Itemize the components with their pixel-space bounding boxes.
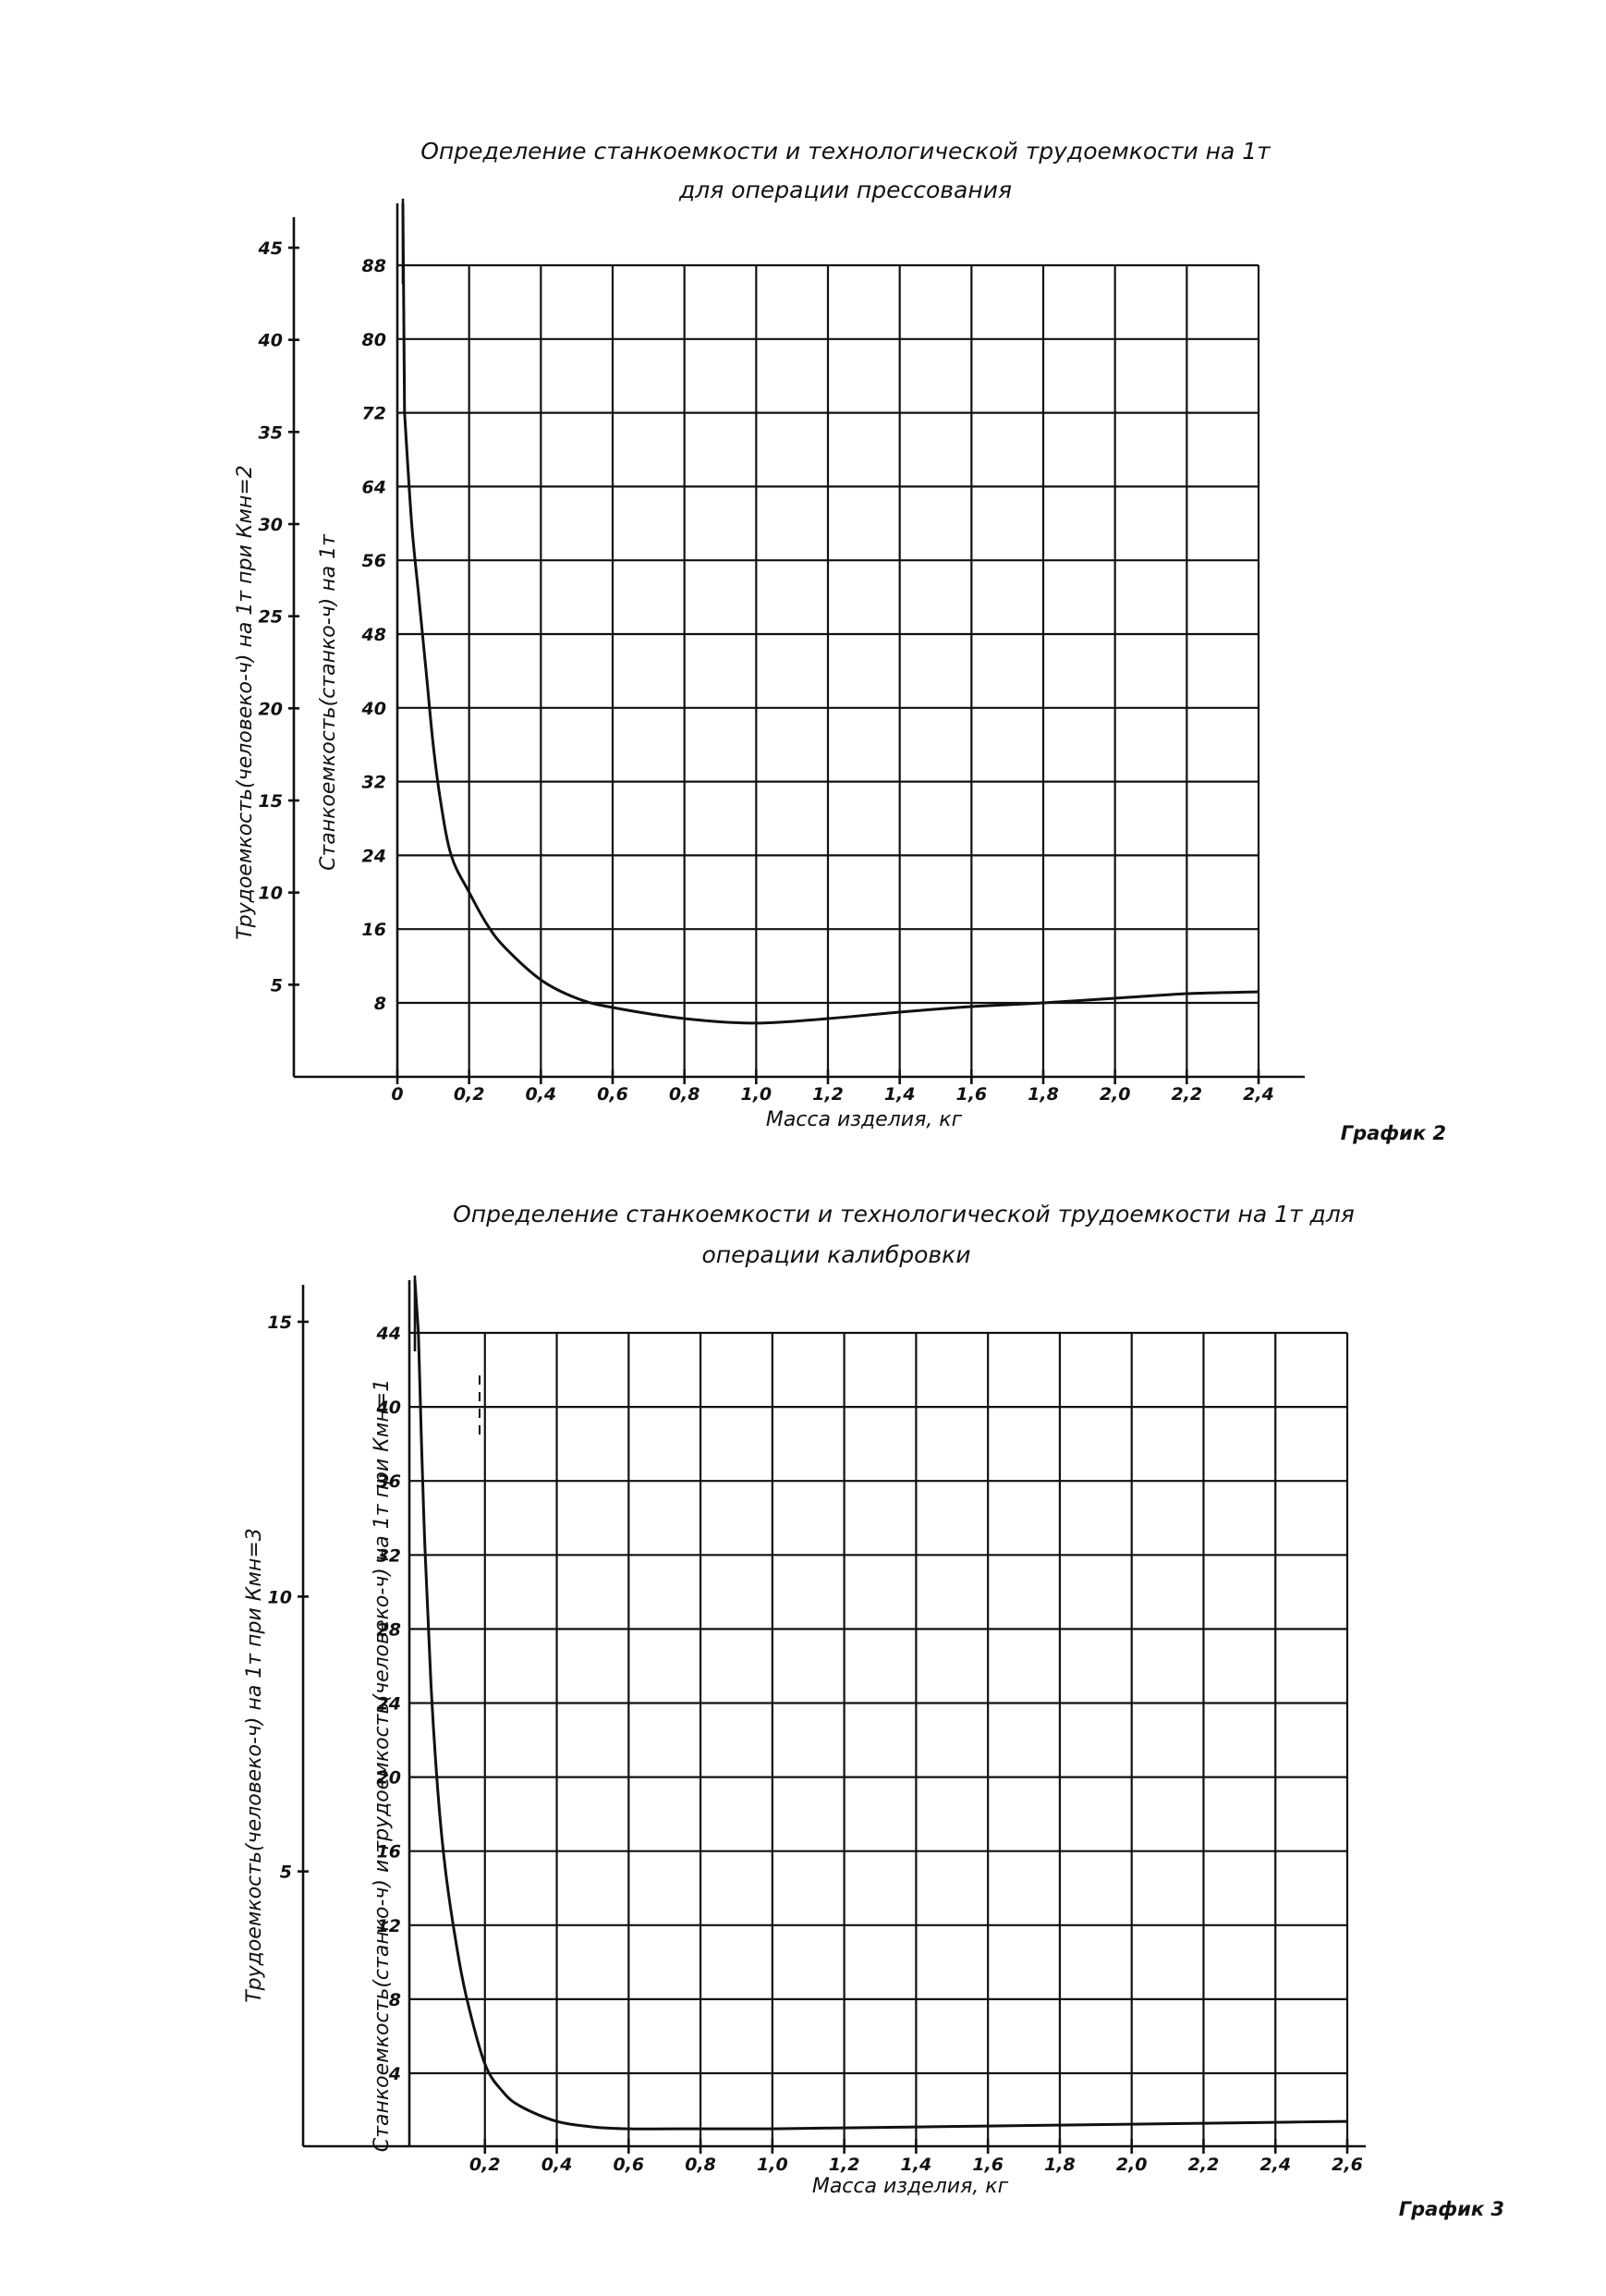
y-tick-label-outer: 10 <box>259 884 283 904</box>
x-tick-label: 1,2 <box>812 1084 844 1105</box>
x-tick-label: 2,2 <box>1171 1084 1202 1105</box>
y-tick-label-outer: 20 <box>259 699 283 719</box>
chart2-x-axis-label: Масса изделия, кг <box>812 2175 1009 2198</box>
chart2-caption: График 3 <box>1399 2198 1504 2220</box>
y-tick-label-outer: 5 <box>271 975 283 995</box>
chart2-y-axis-label-outer: Трудоемкость(человеко-ч) на 1т при Кмн=3 <box>243 1528 266 2003</box>
y-tick-label-inner: 12 <box>377 1916 401 1936</box>
y-tick-label-inner: 28 <box>377 1619 401 1640</box>
x-tick-label: 0,8 <box>669 1084 700 1105</box>
x-tick-label: 2,2 <box>1188 2155 1220 2175</box>
x-tick-label: 2,0 <box>1100 1084 1131 1105</box>
chart-pressing: Определение станкоемкости и технологичес… <box>234 138 1446 1144</box>
x-tick-label: 1,8 <box>1028 1084 1059 1105</box>
x-tick-label: 2,4 <box>1259 2155 1291 2175</box>
chart1-y-tick-labels-inner: 8 16 24 32 40 48 56 64 72 80 88 <box>361 256 386 1014</box>
y-tick-label-outer: 40 <box>258 331 283 351</box>
y-tick-label-inner: 40 <box>376 1398 401 1418</box>
y-tick-label-inner: 32 <box>362 773 386 793</box>
y-tick-label-inner: 80 <box>362 330 386 350</box>
chart1-y-tick-labels-outer: 5 10 15 20 25 30 35 40 45 <box>258 238 299 995</box>
y-tick-label-inner: 8 <box>374 994 386 1014</box>
y-tick-label-inner: 72 <box>362 404 386 424</box>
chart2-axes <box>301 1276 1366 2148</box>
chart2-y-axis-label-inner: Станкоемкость(станко-ч) и трудоемкость(ч… <box>371 1379 394 2152</box>
chart1-curve <box>401 202 1259 1025</box>
y-tick-label-outer: 35 <box>259 422 283 443</box>
x-tick-label: 1,6 <box>972 2155 1004 2175</box>
x-tick-label: 2,0 <box>1116 2155 1148 2175</box>
x-tick-label: 0,2 <box>454 1084 485 1105</box>
chart2-grid <box>409 1331 1349 2146</box>
chart1-caption: График 2 <box>1341 1122 1446 1144</box>
chart2-curve <box>413 1279 1348 2131</box>
y-tick-label-inner: 16 <box>362 920 386 940</box>
y-tick-label-outer: 25 <box>259 607 283 628</box>
chart1-x-axis-label: Масса изделия, кг <box>766 1108 963 1131</box>
y-tick-label-outer: 45 <box>258 238 283 259</box>
chart1-y-axis-label-outer: Трудоемкость(человеко-ч) на 1т при Кмн=2 <box>234 465 257 940</box>
chart2-y-tick-labels-outer: 5 10 15 <box>268 1313 309 1883</box>
chart2-y-tick-labels-inner: 4 8 12 16 20 24 28 32 36 40 44 <box>376 1324 401 2084</box>
x-tick-label: 0 <box>391 1084 403 1105</box>
x-tick-label: 1,6 <box>955 1084 987 1105</box>
x-tick-label: 1,8 <box>1044 2155 1076 2175</box>
x-tick-label: 1,0 <box>757 2155 788 2175</box>
chart1-title-line1: Определение станкоемкости и технологичес… <box>420 138 1271 165</box>
x-tick-label: 1,0 <box>740 1084 772 1105</box>
x-tick-label: 2,4 <box>1243 1084 1274 1105</box>
x-tick-label: 1,4 <box>901 2155 932 2175</box>
x-tick-label: 0,4 <box>541 2155 573 2175</box>
x-tick-label: 1,4 <box>884 1084 916 1105</box>
y-tick-label-outer: 10 <box>268 1587 292 1607</box>
x-tick-label: 0,4 <box>525 1084 556 1105</box>
y-tick-label-outer: 15 <box>268 1313 292 1333</box>
y-tick-label-outer: 30 <box>259 515 283 535</box>
y-tick-label-inner: 20 <box>377 1768 401 1789</box>
x-tick-label: 0,8 <box>685 2155 716 2175</box>
y-tick-label-inner: 24 <box>362 846 386 866</box>
x-tick-label: 1,2 <box>829 2155 860 2175</box>
x-tick-label: 0,2 <box>469 2155 501 2175</box>
y-tick-label-outer: 5 <box>280 1862 292 1883</box>
y-tick-label-inner: 64 <box>362 477 386 497</box>
chart1-x-tick-labels: 0 0,2 0,4 0,6 0,8 1,0 1,2 1,4 1,6 1,8 2,0 2,2 2,4 <box>391 1069 1274 1105</box>
y-tick-label-inner: 8 <box>389 1990 401 2010</box>
y-tick-label-inner: 24 <box>377 1694 401 1715</box>
y-tick-label-inner: 36 <box>377 1472 401 1492</box>
chart-calibration: Определение станкоемкости и технологичес… <box>243 1201 1504 2220</box>
y-tick-label-inner: 48 <box>361 625 386 645</box>
y-tick-label-inner: 16 <box>377 1842 401 1862</box>
chart1-grid <box>397 263 1260 1077</box>
x-tick-label: 0,6 <box>613 2155 644 2175</box>
chart1-axes <box>292 199 1305 1079</box>
chart1-y-axis-label-inner: Станкоемкость(станко-ч) на 1т <box>317 533 340 871</box>
x-tick-label: 2,6 <box>1332 2155 1363 2175</box>
y-tick-label-inner: 32 <box>377 1545 401 1566</box>
chart2-title-line2: операции калибровки <box>702 1241 971 1268</box>
chart2-title-line1: Определение станкоемкости и технологичес… <box>453 1201 1355 1227</box>
x-tick-label: 0,6 <box>597 1084 628 1105</box>
y-tick-label-outer: 15 <box>259 791 283 812</box>
y-tick-label-inner: 4 <box>388 2064 401 2084</box>
chart2-x-tick-labels: 0,2 0,4 0,6 0,8 1,0 1,2 1,4 1,6 1,8 2,0 2,2 2,4 2,6 <box>469 2139 1363 2175</box>
y-tick-label-inner: 44 <box>376 1324 401 1344</box>
y-tick-label-inner: 40 <box>361 699 386 719</box>
y-tick-label-inner: 56 <box>362 551 386 571</box>
chart1-title-line2: для операции прессования <box>678 177 1012 203</box>
y-tick-label-inner: 88 <box>362 256 386 276</box>
